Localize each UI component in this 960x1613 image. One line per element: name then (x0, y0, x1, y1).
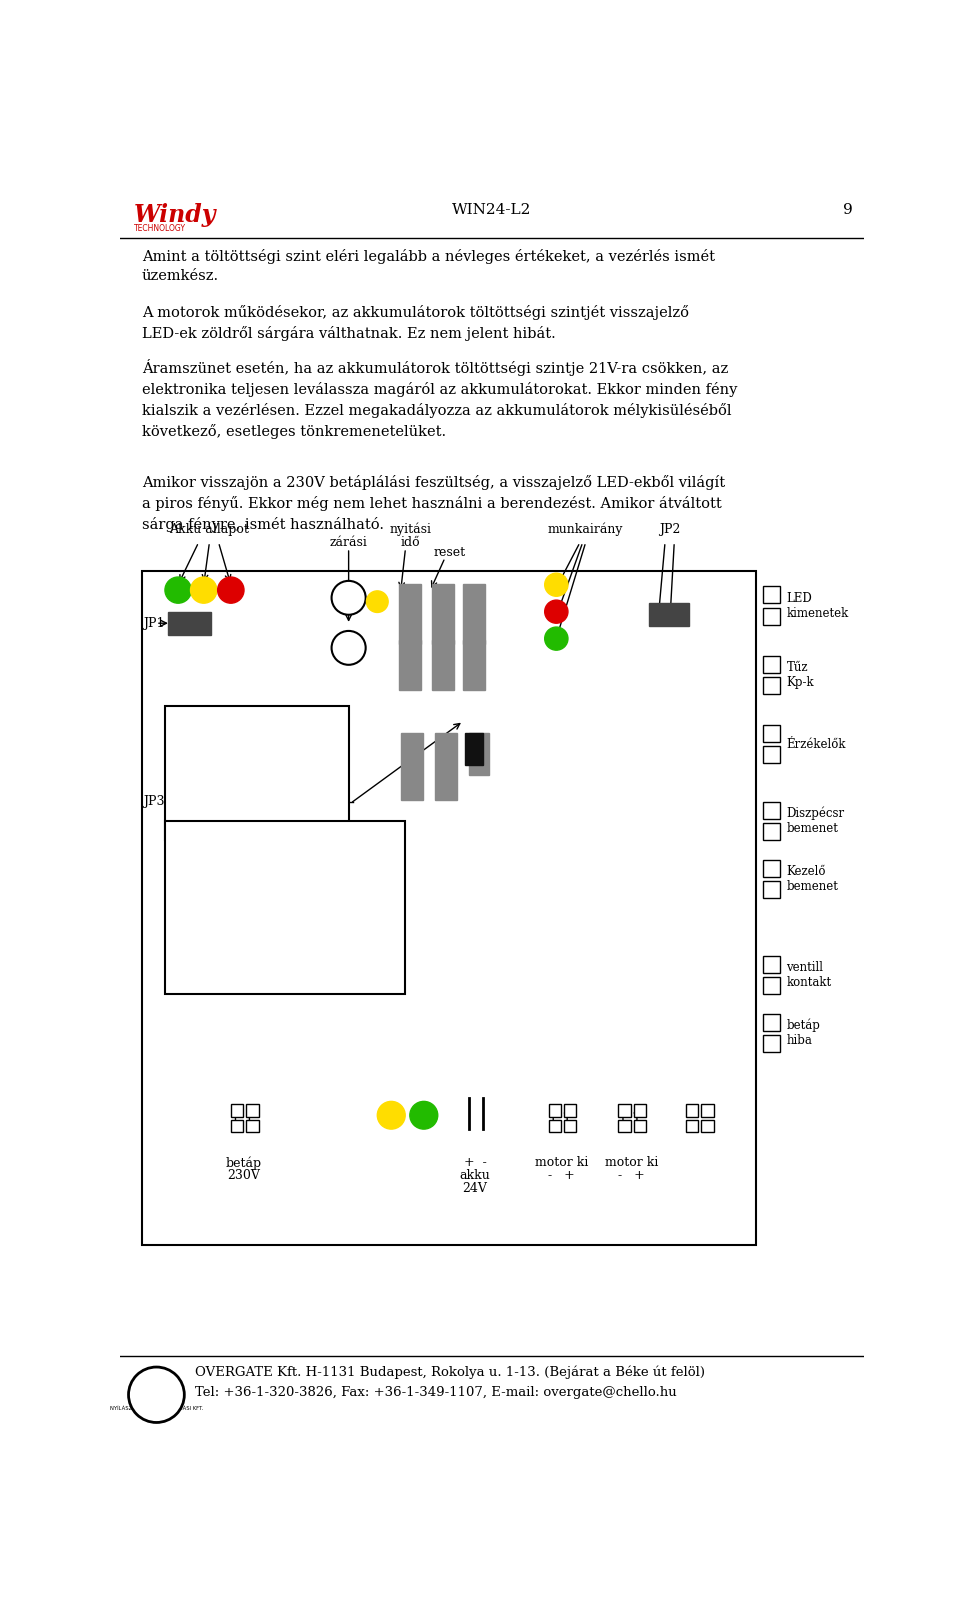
Text: JP1: JP1 (143, 616, 165, 629)
Circle shape (544, 600, 568, 623)
Circle shape (129, 1368, 184, 1423)
Text: nyitási: nyitási (390, 523, 432, 536)
Bar (763, 860, 780, 876)
Circle shape (165, 577, 191, 603)
Text: A motorok működésekor, az akkumulátorok töltöttségi szintjét visszajelző
LED-ek : A motorok működésekor, az akkumulátorok … (142, 305, 688, 342)
Bar (701, 1119, 713, 1132)
Text: NYÍLÁSZÁRÓ AUTOMATIZÁLÁSI KFT.: NYÍLÁSZÁRÓ AUTOMATIZÁLÁSI KFT. (109, 1407, 204, 1411)
Circle shape (331, 581, 366, 615)
Bar (401, 732, 423, 800)
Circle shape (377, 1102, 405, 1129)
Bar (634, 1119, 646, 1132)
Bar (685, 1105, 698, 1116)
Text: 9: 9 (843, 203, 852, 216)
Bar (142, 571, 756, 1245)
Bar (468, 732, 489, 774)
Text: GATE: GATE (138, 1394, 175, 1407)
Bar (564, 1119, 576, 1132)
Text: TECHNOLOGY: TECHNOLOGY (134, 224, 186, 234)
Bar (618, 1105, 631, 1116)
Text: Érzékelők: Érzékelők (786, 737, 846, 750)
Bar (464, 584, 485, 644)
Bar (763, 677, 780, 694)
Text: OVERGATE Kft. H-1131 Budapest, Rokolya u. 1-13. (Bejárat a Béke út felöl): OVERGATE Kft. H-1131 Budapest, Rokolya u… (195, 1366, 706, 1379)
Circle shape (544, 573, 568, 597)
Text: -   +: - + (548, 1169, 575, 1182)
Circle shape (410, 1102, 438, 1129)
Text: -   +: - + (618, 1169, 645, 1182)
Text: motor ki: motor ki (535, 1157, 588, 1169)
Text: +  -: + - (464, 1157, 487, 1169)
Bar (548, 1119, 561, 1132)
Text: Tel: +36-1-320-3826, Fax: +36-1-349-1107, E-mail: overgate@chello.hu: Tel: +36-1-320-3826, Fax: +36-1-349-1107… (195, 1386, 677, 1398)
Text: JP2: JP2 (660, 523, 681, 536)
Bar (763, 802, 780, 819)
Text: ventill
kontakt: ventill kontakt (786, 961, 831, 989)
Bar (763, 977, 780, 994)
Bar (763, 608, 780, 624)
Text: Kezelő
bemenet: Kezelő bemenet (786, 865, 838, 894)
Bar (763, 655, 780, 673)
Circle shape (190, 577, 217, 603)
Bar (399, 584, 420, 644)
Bar (432, 640, 454, 690)
Text: Windy: Windy (134, 203, 216, 227)
Circle shape (544, 627, 568, 650)
Bar (763, 957, 780, 973)
Text: Áramszünet esetén, ha az akkumulátorok töltöttségi szintje 21V-ra csökken, az
el: Áramszünet esetén, ha az akkumulátorok t… (142, 360, 737, 439)
Bar (165, 705, 349, 840)
Bar (763, 823, 780, 840)
Text: betáp: betáp (226, 1157, 262, 1169)
Bar (685, 1119, 698, 1132)
Bar (399, 640, 420, 690)
Bar (247, 1119, 259, 1132)
Text: betáp
hiba: betáp hiba (786, 1019, 821, 1047)
Text: akku: akku (460, 1169, 491, 1182)
Text: 24V: 24V (463, 1182, 488, 1195)
Text: Akku állapot: Akku állapot (169, 523, 249, 536)
Bar (649, 603, 689, 626)
Text: idő: idő (401, 536, 420, 548)
Circle shape (331, 631, 366, 665)
Circle shape (218, 577, 244, 603)
Bar (436, 732, 457, 800)
Text: Tűz
Kp-k: Tűz Kp-k (786, 661, 814, 689)
Bar (230, 1105, 243, 1116)
Circle shape (367, 590, 388, 613)
Text: OVER: OVER (137, 1381, 176, 1394)
Bar (230, 1119, 243, 1132)
Bar (763, 1036, 780, 1052)
Bar (763, 881, 780, 898)
Bar (432, 584, 454, 644)
Bar (564, 1105, 576, 1116)
Bar (165, 821, 405, 994)
Text: JP3: JP3 (143, 795, 165, 808)
Bar (763, 724, 780, 742)
Text: motor ki: motor ki (605, 1157, 659, 1169)
Text: zárási: zárási (329, 536, 368, 550)
Bar (247, 1105, 259, 1116)
Text: Amikor visszajön a 230V betáplálási feszültség, a visszajelző LED-ekből világít
: Amikor visszajön a 230V betáplálási fesz… (142, 474, 725, 532)
Bar (763, 747, 780, 763)
Text: Amint a töltöttségi szint eléri legalább a névleges értékeket, a vezérlés ismét
: Amint a töltöttségi szint eléri legalább… (142, 248, 714, 284)
Bar (763, 586, 780, 603)
Bar (618, 1119, 631, 1132)
Bar (763, 1013, 780, 1031)
Text: 230V: 230V (228, 1169, 260, 1182)
Text: LED
kimenetek: LED kimenetek (786, 592, 849, 619)
Bar (168, 611, 210, 636)
Bar (548, 1105, 561, 1116)
Bar (465, 732, 484, 765)
Bar (464, 640, 485, 690)
Bar (701, 1105, 713, 1116)
Bar (634, 1105, 646, 1116)
Text: munkairány: munkairány (547, 523, 623, 536)
Text: Diszpécsr
bemenet: Diszpécsr bemenet (786, 806, 845, 836)
Text: WIN24-L2: WIN24-L2 (452, 203, 532, 216)
Text: reset: reset (433, 545, 466, 558)
